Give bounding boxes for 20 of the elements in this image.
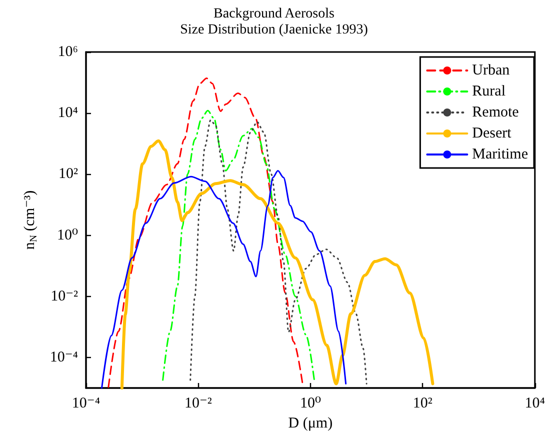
legend-label: Desert — [472, 126, 512, 142]
chart-title: Background Aerosols — [214, 6, 334, 22]
legend-label: Maritime — [472, 146, 528, 162]
x-tick-label: 10⁰ — [300, 396, 321, 412]
x-tick-label: 10⁻² — [184, 396, 212, 412]
x-tick-label: 10⁻⁴ — [72, 396, 100, 412]
x-tick-label: 10² — [412, 396, 433, 412]
legend-label: Remote — [472, 104, 520, 120]
y-tick-label: 10⁶ — [58, 44, 78, 60]
x-tick-label: 10⁴ — [524, 396, 546, 412]
y-axis-title: nN (cm⁻³) — [22, 190, 40, 250]
x-axis-title: D (μm) — [288, 415, 333, 432]
y-tick-label: 10⁻² — [50, 288, 78, 304]
y-tick-label: 10⁴ — [58, 105, 78, 122]
y-tick-label: 10⁻⁴ — [50, 349, 78, 366]
y-tick-label: 10⁰ — [56, 227, 78, 244]
y-tick-label: 10² — [58, 166, 78, 182]
chart-subtitle: Size Distribution (Jaenicke 1993) — [180, 22, 368, 38]
legend-label: Urban — [472, 62, 510, 78]
legend-label: Rural — [472, 84, 506, 100]
